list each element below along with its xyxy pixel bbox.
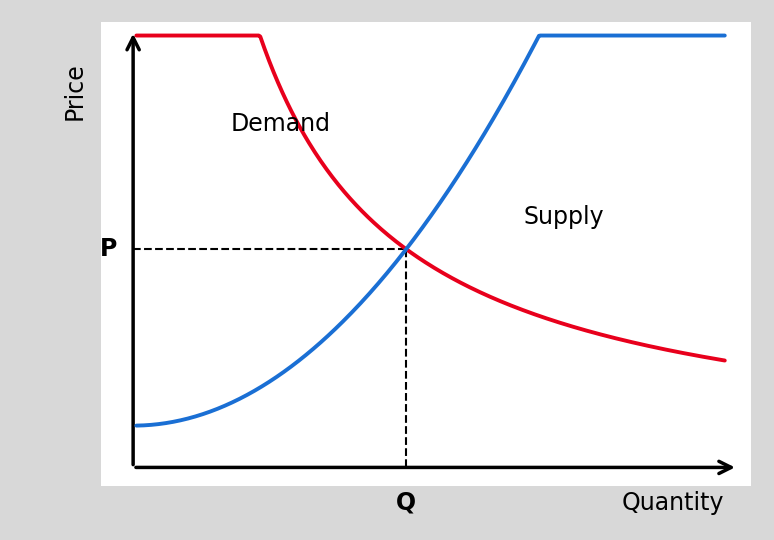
- Text: P: P: [100, 237, 117, 261]
- Text: Quantity: Quantity: [622, 491, 724, 515]
- Text: Price: Price: [63, 63, 87, 120]
- Text: Demand: Demand: [231, 112, 330, 136]
- Text: Supply: Supply: [523, 205, 604, 228]
- Text: Q: Q: [396, 491, 416, 515]
